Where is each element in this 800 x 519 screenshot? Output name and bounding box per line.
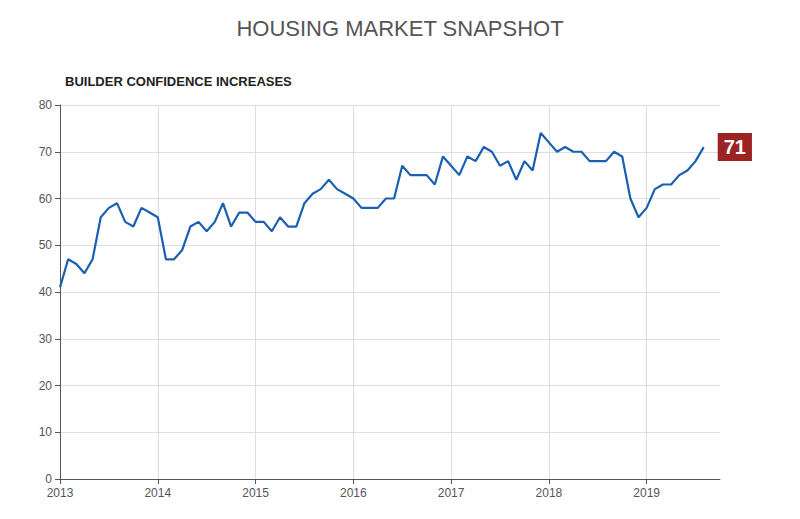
svg-text:71: 71 (724, 136, 746, 158)
svg-text:10: 10 (39, 425, 53, 439)
svg-text:40: 40 (39, 285, 53, 299)
svg-text:2015: 2015 (242, 486, 269, 500)
svg-text:70: 70 (39, 145, 53, 159)
svg-text:2013: 2013 (47, 486, 74, 500)
svg-text:BUILDER CONFIDENCE INCREASES: BUILDER CONFIDENCE INCREASES (65, 74, 292, 89)
svg-text:2018: 2018 (536, 486, 563, 500)
svg-text:20: 20 (39, 379, 53, 393)
svg-text:2016: 2016 (340, 486, 367, 500)
svg-text:2019: 2019 (633, 486, 660, 500)
svg-text:0: 0 (45, 472, 52, 486)
svg-text:60: 60 (39, 192, 53, 206)
svg-text:50: 50 (39, 238, 53, 252)
svg-text:HOUSING MARKET SNAPSHOT: HOUSING MARKET SNAPSHOT (236, 16, 563, 41)
svg-text:80: 80 (39, 98, 53, 112)
svg-text:2014: 2014 (144, 486, 171, 500)
svg-text:30: 30 (39, 332, 53, 346)
svg-text:2017: 2017 (438, 486, 465, 500)
